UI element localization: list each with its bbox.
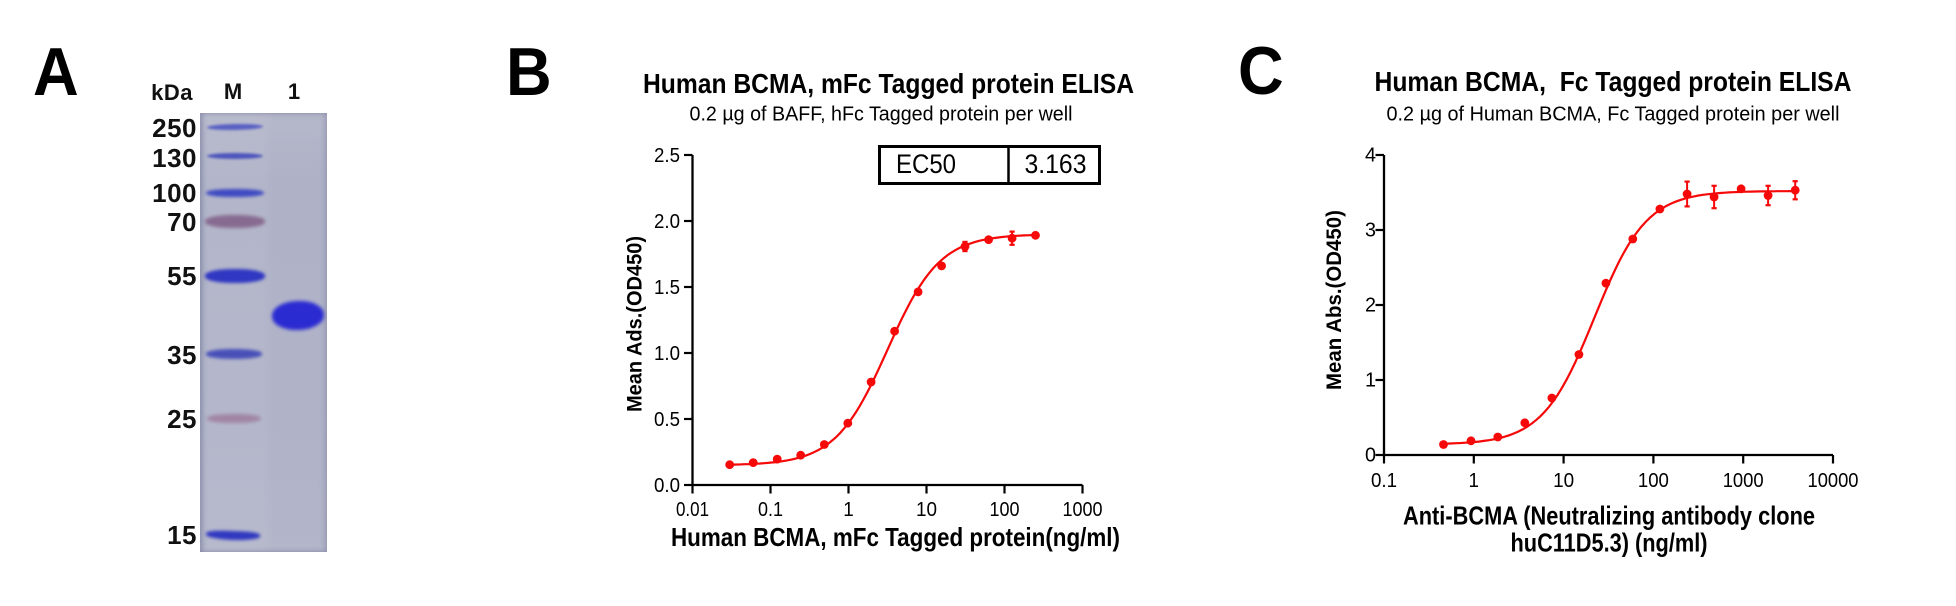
svg-text:1: 1	[843, 499, 854, 521]
svg-text:1.0: 1.0	[654, 343, 680, 365]
svg-text:0.01: 0.01	[676, 499, 709, 521]
svg-text:1.5: 1.5	[654, 277, 680, 299]
svg-text:2.0: 2.0	[654, 211, 680, 233]
svg-text:4: 4	[1365, 145, 1376, 167]
svg-text:Human BCMA, mFc Tagged protein: Human BCMA, mFc Tagged protein ELISA	[643, 68, 1134, 99]
svg-text:Mean Ads.(OD450): Mean Ads.(OD450)	[624, 236, 647, 412]
svg-text:Human BCMA, Fc Tagged protein: Human BCMA, Fc Tagged protein ELISA	[1375, 66, 1852, 97]
svg-text:2: 2	[1365, 295, 1376, 317]
svg-text:0.2 µg of Human BCMA, Fc Tagge: 0.2 µg of Human BCMA, Fc Tagged protein …	[1387, 104, 1840, 126]
svg-text:3: 3	[1365, 220, 1376, 242]
svg-text:10: 10	[916, 499, 937, 521]
svg-text:3.163: 3.163	[1025, 149, 1087, 179]
svg-text:Human BCMA, mFc Tagged protein: Human BCMA, mFc Tagged protein(ng/ml)	[671, 522, 1120, 552]
svg-text:0: 0	[1365, 445, 1376, 467]
svg-text:1000: 1000	[1723, 470, 1764, 492]
svg-text:100: 100	[1638, 470, 1669, 492]
svg-text:0.1: 0.1	[1371, 470, 1397, 492]
svg-text:100: 100	[990, 499, 1020, 521]
svg-text:1: 1	[1365, 370, 1376, 392]
svg-text:Mean Abs.(OD450): Mean Abs.(OD450)	[1323, 210, 1346, 390]
svg-text:huC11D5.3) (ng/ml): huC11D5.3) (ng/ml)	[1511, 528, 1708, 558]
svg-text:0.5: 0.5	[654, 409, 680, 431]
svg-text:1000: 1000	[1063, 499, 1103, 521]
svg-text:EC50: EC50	[896, 149, 956, 179]
svg-text:0.0: 0.0	[654, 475, 680, 497]
svg-text:Anti-BCMA (Neutralizing antibo: Anti-BCMA (Neutralizing antibody clone	[1403, 501, 1815, 531]
svg-text:0.1: 0.1	[758, 499, 783, 521]
svg-text:10: 10	[1553, 470, 1574, 492]
svg-text:0.2 µg of BAFF, hFc Tagged pro: 0.2 µg of BAFF, hFc Tagged protein per w…	[690, 104, 1073, 126]
svg-text:2.5: 2.5	[654, 145, 680, 167]
svg-text:10000: 10000	[1808, 470, 1859, 492]
svg-text:1: 1	[1469, 470, 1480, 492]
